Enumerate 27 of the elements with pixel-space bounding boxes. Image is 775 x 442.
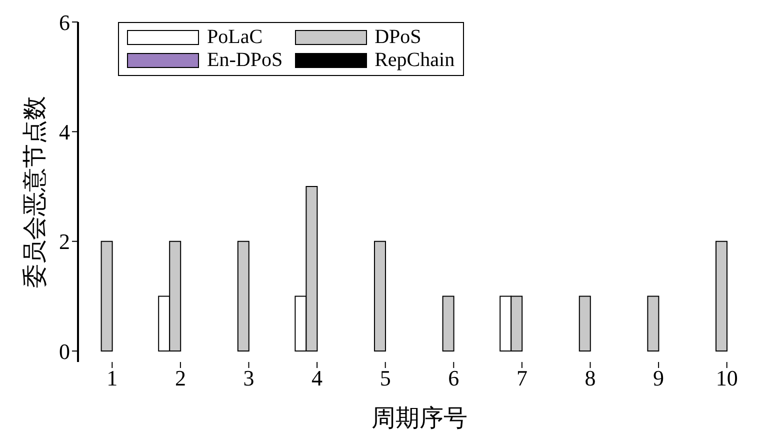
- y-tick-label: 6: [59, 10, 70, 35]
- x-tick-label: 5: [380, 366, 391, 391]
- bar: [442, 296, 454, 352]
- y-tick-label: 0: [59, 338, 70, 364]
- bar: [647, 296, 660, 352]
- legend-label: RepChain: [374, 49, 455, 72]
- x-tick-label: 8: [584, 366, 596, 391]
- x-tick-label: 3: [243, 366, 254, 391]
- bar: [578, 296, 591, 352]
- x-tick-label: 10: [716, 366, 738, 391]
- legend-label: DPoS: [374, 26, 422, 49]
- x-tick-label: 7: [516, 366, 528, 391]
- legend-label: En-DPoS: [207, 49, 283, 72]
- legend-label: PoLaC: [207, 26, 263, 49]
- bar: [374, 240, 386, 352]
- y-tick-label: 4: [59, 119, 70, 144]
- x-tick-label: 1: [106, 366, 118, 391]
- y-axis-title: 委员会恶意节点数: [22, 96, 49, 288]
- x-tick-label: 9: [653, 366, 664, 391]
- bar: [100, 240, 113, 352]
- x-axis-title: 周期序号: [372, 405, 468, 432]
- x-tick-label: 4: [312, 366, 323, 391]
- x-tick-label: 2: [174, 366, 186, 391]
- x-tick-label: 6: [448, 366, 460, 391]
- y-tick-label: 2: [59, 229, 70, 254]
- bar: [237, 240, 250, 352]
- bar: [715, 240, 728, 352]
